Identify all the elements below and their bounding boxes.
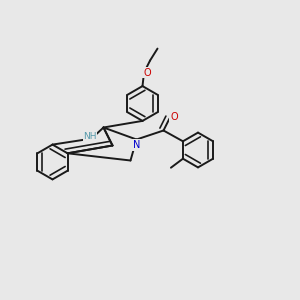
- Text: N: N: [133, 140, 140, 150]
- Text: O: O: [170, 112, 178, 122]
- Text: NH: NH: [83, 132, 97, 141]
- Text: O: O: [143, 68, 151, 78]
